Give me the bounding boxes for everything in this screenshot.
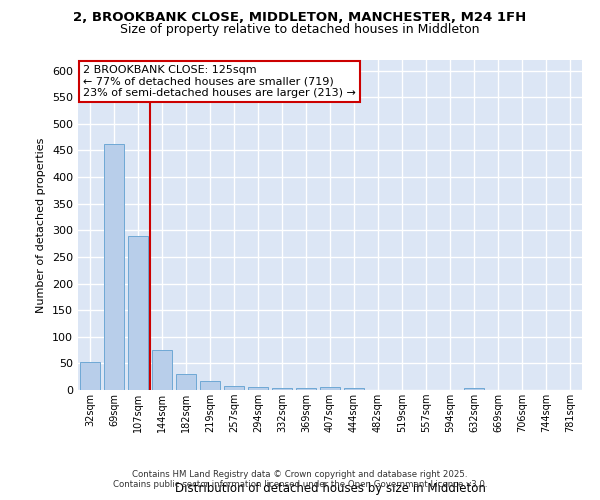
Text: Size of property relative to detached houses in Middleton: Size of property relative to detached ho… (120, 22, 480, 36)
Bar (272, 388, 292, 390)
Bar (128, 236, 148, 390)
Bar (176, 374, 196, 390)
Bar (80, 362, 100, 390)
Text: Contains HM Land Registry data © Crown copyright and database right 2025.
Contai: Contains HM Land Registry data © Crown c… (113, 470, 487, 489)
X-axis label: Distribution of detached houses by size in Middleton: Distribution of detached houses by size … (175, 482, 485, 496)
Y-axis label: Number of detached properties: Number of detached properties (37, 138, 46, 312)
Bar (104, 144, 124, 390)
Text: 2, BROOKBANK CLOSE, MIDDLETON, MANCHESTER, M24 1FH: 2, BROOKBANK CLOSE, MIDDLETON, MANCHESTE… (73, 11, 527, 24)
Bar (344, 388, 364, 390)
Bar (248, 388, 268, 390)
Bar (320, 388, 340, 390)
Bar (152, 350, 172, 390)
Bar (200, 382, 220, 390)
Bar (464, 388, 484, 390)
Bar (224, 386, 244, 390)
Text: 2 BROOKBANK CLOSE: 125sqm
← 77% of detached houses are smaller (719)
23% of semi: 2 BROOKBANK CLOSE: 125sqm ← 77% of detac… (83, 65, 356, 98)
Bar (296, 388, 316, 390)
